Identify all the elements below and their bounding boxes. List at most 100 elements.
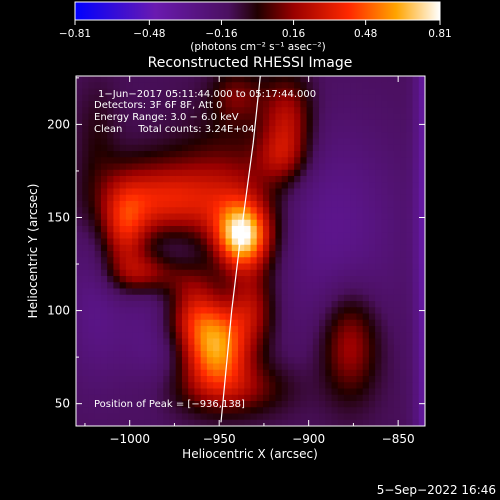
heatmap-cell [88, 357, 96, 365]
heatmap-cell [200, 101, 208, 108]
heatmap-cell [181, 76, 189, 83]
heatmap-cell [125, 101, 133, 108]
heatmap-cell [275, 176, 283, 183]
heatmap-cell [381, 413, 389, 421]
heatmap-cell [250, 219, 258, 227]
heatmap-cell [188, 338, 196, 346]
heatmap-cell [238, 382, 245, 390]
heatmap-cell [331, 401, 339, 408]
heatmap-cell [150, 388, 158, 396]
heatmap-cell [312, 119, 320, 127]
heatmap-cell [219, 413, 227, 421]
heatmap-cell [362, 163, 370, 171]
plot-frame [75, 75, 426, 427]
heatmap-cell [76, 376, 83, 383]
heatmap-cell [76, 119, 83, 127]
heatmap-cell [300, 157, 308, 165]
heatmap-cell [119, 326, 127, 333]
heatmap-cell [275, 157, 283, 165]
heatmap-cell [362, 388, 370, 396]
heatmap-cell [331, 232, 339, 240]
heatmap-cell [238, 263, 245, 271]
heatmap-cell [100, 213, 108, 221]
heatmap-cell [306, 294, 314, 302]
heatmap-cell [138, 151, 146, 158]
heatmap-cell [269, 301, 277, 308]
heatmap-cell [231, 176, 239, 183]
heatmap-cell [406, 301, 414, 308]
heatmap-cell [188, 176, 196, 183]
heatmap-cell [213, 188, 220, 196]
heatmap-cell [331, 126, 339, 133]
heatmap-cell [300, 163, 308, 171]
heatmap-cell [132, 413, 139, 421]
heatmap-cell [144, 388, 152, 396]
heatmap-cell [194, 263, 202, 271]
heatmap-cell [325, 238, 333, 246]
heatmap-cell [381, 163, 389, 171]
heatmap-cell [406, 163, 414, 171]
heatmap-cell [100, 251, 108, 258]
heatmap-cell [300, 76, 308, 83]
heatmap-cell [219, 169, 227, 177]
heatmap-cell [400, 201, 407, 208]
heatmap-cell [244, 369, 252, 377]
heatmap-cell [238, 132, 245, 140]
heatmap-cell [82, 207, 90, 215]
heatmap-cell [331, 219, 339, 227]
heatmap-cell [200, 351, 208, 358]
heatmap-cell [412, 282, 420, 290]
heatmap-cell [262, 351, 270, 358]
heatmap-cell [107, 313, 114, 321]
heatmap-cell [343, 82, 351, 90]
heatmap-cell [312, 413, 320, 421]
heatmap-cell [175, 119, 183, 127]
heatmap-cell [406, 232, 414, 240]
heatmap-cell [213, 332, 220, 340]
heatmap-cell [337, 382, 345, 390]
heatmap-cell [200, 344, 208, 352]
heatmap-cell [119, 332, 127, 340]
heatmap-cell [244, 413, 252, 421]
heatmap-cell [306, 288, 314, 296]
heatmap-cell [400, 182, 407, 190]
heatmap-cell [107, 282, 114, 290]
heatmap-cell [213, 107, 220, 115]
heatmap-cell [356, 282, 364, 290]
heatmap-cell [412, 338, 420, 346]
heatmap-cell [163, 107, 171, 115]
heatmap-cell [225, 232, 233, 240]
heatmap-cell [181, 238, 189, 246]
heatmap-cell [287, 94, 295, 102]
heatmap-cell [356, 194, 364, 202]
heatmap-cell [250, 338, 258, 346]
heatmap-cell [375, 163, 382, 171]
heatmap-cell [100, 101, 108, 108]
heatmap-cell [287, 188, 295, 196]
heatmap-cell [213, 144, 220, 152]
heatmap-cell [225, 176, 233, 183]
heatmap-cell [350, 219, 358, 227]
heatmap-cell [294, 401, 301, 408]
heatmap-cell [331, 376, 339, 383]
heatmap-cell [381, 176, 389, 183]
heatmap-cell [281, 263, 289, 271]
heatmap-cell [219, 82, 227, 90]
heatmap-cell [350, 282, 358, 290]
heatmap-cell [144, 238, 152, 246]
heatmap-cell [300, 257, 308, 265]
heatmap-cell [256, 213, 264, 221]
heatmap-cell [163, 188, 171, 196]
heatmap-cell [100, 382, 108, 390]
heatmap-cell [125, 294, 133, 302]
heatmap-cell [244, 188, 252, 196]
heatmap-cell [113, 251, 121, 258]
heatmap-cell [188, 257, 196, 265]
heatmap-cell [412, 344, 420, 352]
heatmap-cell [169, 326, 177, 333]
heatmap-cell [157, 307, 164, 315]
heatmap-cell [169, 401, 177, 408]
heatmap-cell [287, 101, 295, 108]
heatmap-cell [350, 313, 358, 321]
heatmap-cell [88, 413, 96, 421]
